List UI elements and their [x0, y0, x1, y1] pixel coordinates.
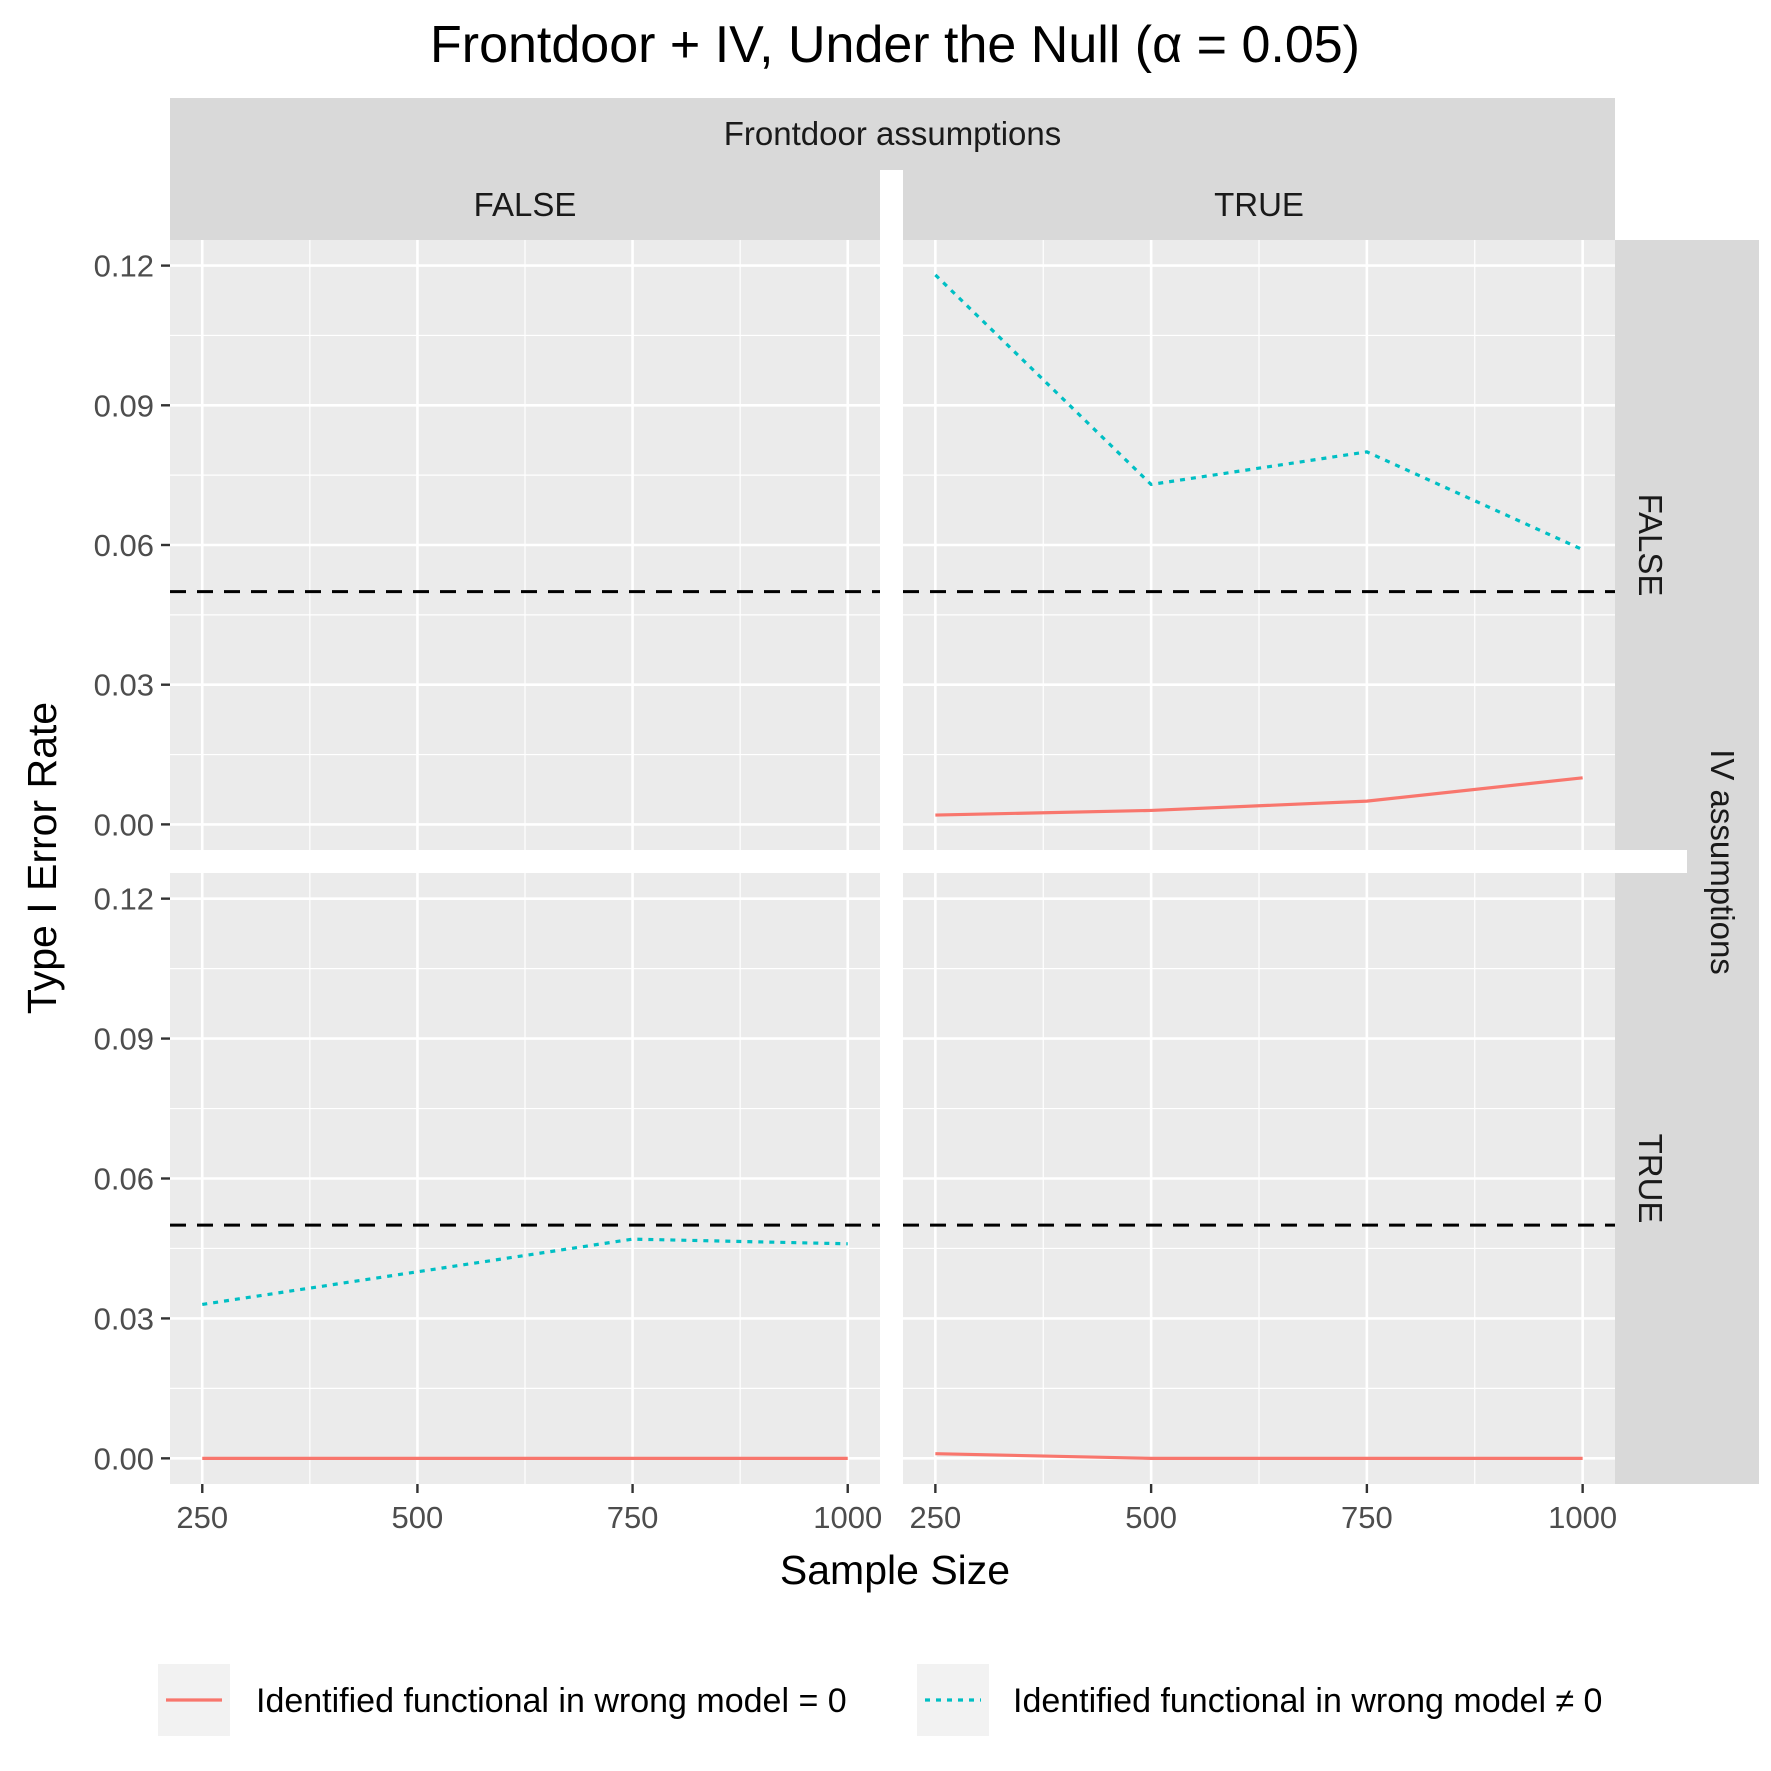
y-tick-label: 0.06 — [94, 528, 154, 563]
row-strip-true — [1615, 873, 1687, 1484]
row-strip-false — [1615, 240, 1687, 850]
series-line-equals-zero — [935, 776, 1583, 817]
y-tick-label: 0.12 — [94, 882, 154, 917]
legend-item: Identified functional in wrong model = 0 — [158, 1664, 847, 1736]
row-facet-title-strip — [1687, 240, 1759, 1484]
column-strip-label: FALSE — [474, 186, 577, 223]
series-line-not-zero — [934, 273, 1584, 552]
column-strip-false — [170, 170, 880, 240]
y-tick-label: 0.03 — [94, 668, 154, 703]
panel-true-false — [170, 873, 880, 1484]
column-facet-title-strip — [170, 98, 1615, 170]
facet-panels — [170, 240, 1615, 1484]
row-facet-title: IV assumptions — [1704, 749, 1741, 975]
legend: Identified functional in wrong model = 0… — [158, 1664, 1602, 1736]
x-tick-label: 500 — [1125, 1500, 1177, 1535]
column-strip-true — [903, 170, 1615, 240]
x-tick-label: 500 — [392, 1500, 444, 1535]
legend-label: Identified functional in wrong model = 0 — [256, 1682, 847, 1720]
row-strip-label: TRUE — [1632, 1134, 1669, 1224]
y-tick-label: 0.12 — [94, 249, 154, 284]
facet-strips: Frontdoor assumptions FALSE TRUE FALSE TRUE I… — [170, 98, 1759, 1484]
y-tick-label: 0.09 — [94, 1022, 154, 1057]
y-tick-label: 0.06 — [94, 1162, 154, 1197]
panel-false-false — [170, 240, 880, 850]
y-tick-label: 0.09 — [94, 388, 154, 423]
x-tick-label: 750 — [607, 1500, 659, 1535]
chart-title: Frontdoor + IV, Under the Null (α = 0.05… — [430, 16, 1360, 74]
x-tick-label: 1000 — [813, 1500, 882, 1535]
legend-item: Identified functional in wrong model ≠ 0 — [917, 1664, 1602, 1736]
panel-false-true — [903, 240, 1615, 850]
column-strip-label: TRUE — [1214, 186, 1304, 223]
series-line-equals-zero — [935, 1452, 1583, 1460]
x-tick-label: 250 — [176, 1500, 228, 1535]
axes: 0.00 0.03 0.06 0.09 0.12 0.00 0.03 0.06 0.09 0.12… — [94, 249, 1617, 1535]
y-tick-label: 0.00 — [94, 807, 154, 842]
panel-true-true — [903, 873, 1615, 1484]
legend-label: Identified functional in wrong model ≠ 0 — [1013, 1682, 1602, 1720]
column-facet-title: Frontdoor assumptions — [724, 115, 1062, 152]
y-tick-label: 0.03 — [94, 1301, 154, 1336]
series-line-not-zero — [202, 1237, 848, 1307]
y-axis-title: Type I Error Rate — [19, 702, 65, 1014]
x-axis-title: Sample Size — [780, 1547, 1010, 1593]
row-strip-label: FALSE — [1632, 494, 1669, 597]
x-tick-label: 250 — [909, 1500, 961, 1535]
y-tick-label: 0.00 — [94, 1441, 154, 1476]
x-tick-label: 750 — [1341, 1500, 1393, 1535]
x-tick-label: 1000 — [1548, 1500, 1617, 1535]
